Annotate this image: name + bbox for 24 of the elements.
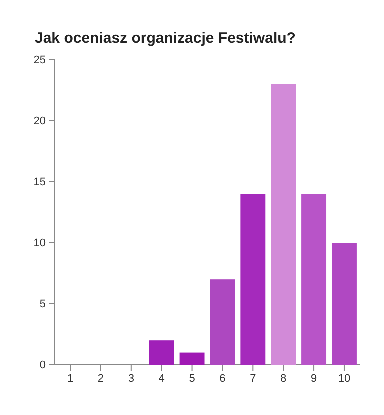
- bar: [302, 194, 327, 365]
- x-tick-label: 6: [220, 372, 226, 385]
- x-tick-label: 2: [98, 372, 104, 385]
- x-tick-label: 5: [189, 372, 196, 385]
- x-tick-label: 9: [310, 372, 318, 385]
- bar: [332, 243, 357, 365]
- y-tick-label: 25: [34, 54, 46, 67]
- bar: [210, 280, 236, 365]
- bar: [240, 194, 266, 365]
- x-tick-label: 4: [158, 372, 165, 385]
- bar: [271, 84, 296, 365]
- x-tick-label: 10: [338, 372, 351, 385]
- y-tick-label: 15: [34, 176, 46, 189]
- y-tick-label: 0: [40, 360, 46, 372]
- x-tick-label: 1: [67, 372, 74, 385]
- y-tick-label: 20: [34, 116, 46, 128]
- bar: [180, 352, 205, 365]
- x-tick-label: 8: [280, 372, 287, 385]
- x-tick-label: 7: [250, 372, 256, 385]
- bar: [149, 340, 174, 365]
- y-tick-label: 10: [34, 238, 46, 250]
- y-tick-label: 5: [40, 298, 46, 311]
- chart-title: Jak oceniasz organizacje Festiwalu?: [35, 30, 296, 47]
- x-tick-label: 3: [128, 372, 134, 385]
